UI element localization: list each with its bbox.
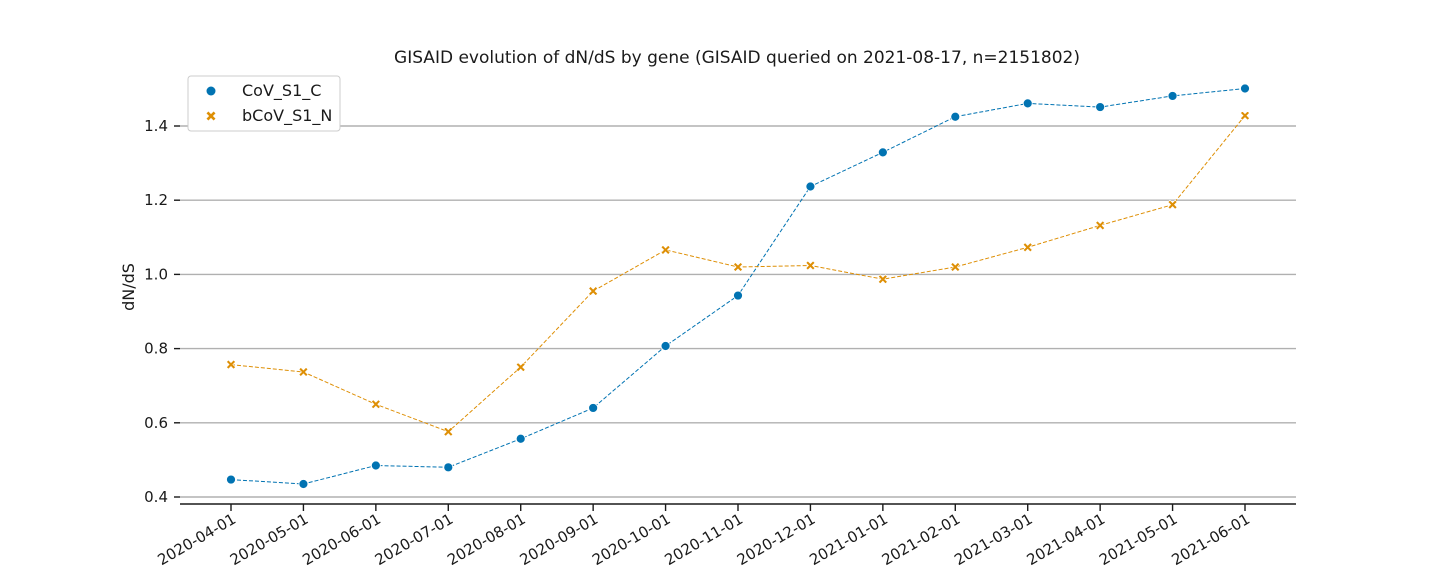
- data-point-bCoV_S1_N: [805, 260, 816, 271]
- data-point-bCoV_S1_N: [515, 362, 526, 373]
- data-point-CoV_S1_C: [1167, 91, 1178, 101]
- data-point-bCoV_S1_N: [1022, 242, 1033, 253]
- data-point-CoV_S1_C: [1240, 83, 1250, 94]
- y-tick-label: 1.2: [144, 191, 168, 209]
- data-point-bCoV_S1_N: [660, 244, 671, 255]
- data-point-bCoV_S1_N: [443, 426, 454, 437]
- grid-lines: [180, 125, 1296, 498]
- series-points: [226, 83, 1250, 489]
- x-tick-label: 2020-07-01: [372, 510, 457, 569]
- y-tick-label: 1.4: [144, 117, 168, 135]
- data-point-CoV_S1_C: [1095, 102, 1106, 112]
- data-point-CoV_S1_C: [443, 462, 454, 473]
- data-point-CoV_S1_C: [370, 460, 381, 471]
- x-tick-label: 2020-12-01: [734, 510, 819, 569]
- data-point-bCoV_S1_N: [1167, 199, 1178, 210]
- x-tick-label: 2021-05-01: [1096, 510, 1181, 569]
- y-tick-label: 0.8: [144, 340, 168, 358]
- x-tick-label: 2020-04-01: [154, 510, 239, 569]
- data-point-bCoV_S1_N: [877, 274, 888, 285]
- y-tick-label: 0.4: [144, 488, 168, 506]
- data-point-CoV_S1_C: [298, 479, 309, 489]
- data-point-bCoV_S1_N: [1095, 220, 1106, 231]
- y-tick-label: 1.0: [144, 265, 168, 283]
- chart-title: GISAID evolution of dN/dS by gene (GISAI…: [394, 48, 1080, 68]
- x-tick-label: 2021-06-01: [1168, 510, 1253, 569]
- data-point-CoV_S1_C: [950, 111, 961, 122]
- y-axis: 0.4 0.6 0.8 1.0 1.2 1.4: [144, 117, 180, 506]
- y-tick-label: 0.6: [144, 414, 168, 432]
- x-tick-label: 2021-02-01: [879, 510, 964, 569]
- data-point-bCoV_S1_N: [298, 367, 309, 377]
- x-tick-label: 2020-06-01: [299, 510, 384, 569]
- data-point-bCoV_S1_N: [226, 359, 236, 370]
- legend-label: bCoV_S1_N: [242, 106, 332, 126]
- data-point-CoV_S1_C: [588, 403, 599, 413]
- data-point-bCoV_S1_N: [370, 399, 381, 410]
- x-tick-label: 2020-08-01: [444, 510, 529, 569]
- legend-label: CoV_S1_C: [242, 81, 321, 101]
- data-point-CoV_S1_C: [515, 433, 526, 444]
- x-tick-label: 2020-09-01: [517, 510, 602, 569]
- series-line-bCoV_S1_N: [230, 115, 1246, 433]
- x-tick-label: 2020-05-01: [227, 510, 312, 569]
- data-point-CoV_S1_C: [877, 147, 888, 158]
- legend-marker: [206, 111, 216, 121]
- data-point-bCoV_S1_N: [950, 262, 961, 272]
- series-line-CoV_S1_C: [230, 88, 1246, 485]
- x-tick-label: 2020-10-01: [589, 510, 674, 569]
- data-point-CoV_S1_C: [660, 341, 671, 351]
- data-point-CoV_S1_C: [1022, 98, 1033, 109]
- data-point-CoV_S1_C: [805, 181, 816, 192]
- legend-box: [187, 75, 341, 132]
- data-point-CoV_S1_C: [226, 474, 236, 485]
- y-axis-label: dN/dS: [119, 263, 138, 311]
- x-axis: 2020-04-012020-05-012020-06-012020-07-01…: [154, 503, 1296, 569]
- legend: CoV_S1_C bCoV_S1_N: [187, 75, 341, 132]
- data-point-CoV_S1_C: [733, 290, 743, 301]
- x-tick-label: 2021-03-01: [951, 510, 1036, 569]
- data-point-bCoV_S1_N: [733, 262, 743, 272]
- x-tick-label: 2021-01-01: [806, 510, 891, 569]
- x-tick-label: 2021-04-01: [1024, 510, 1109, 569]
- data-point-bCoV_S1_N: [1240, 110, 1250, 121]
- legend-marker: [206, 86, 216, 96]
- series-lines: [230, 88, 1246, 485]
- data-point-bCoV_S1_N: [588, 286, 599, 297]
- x-tick-label: 2020-11-01: [661, 510, 746, 569]
